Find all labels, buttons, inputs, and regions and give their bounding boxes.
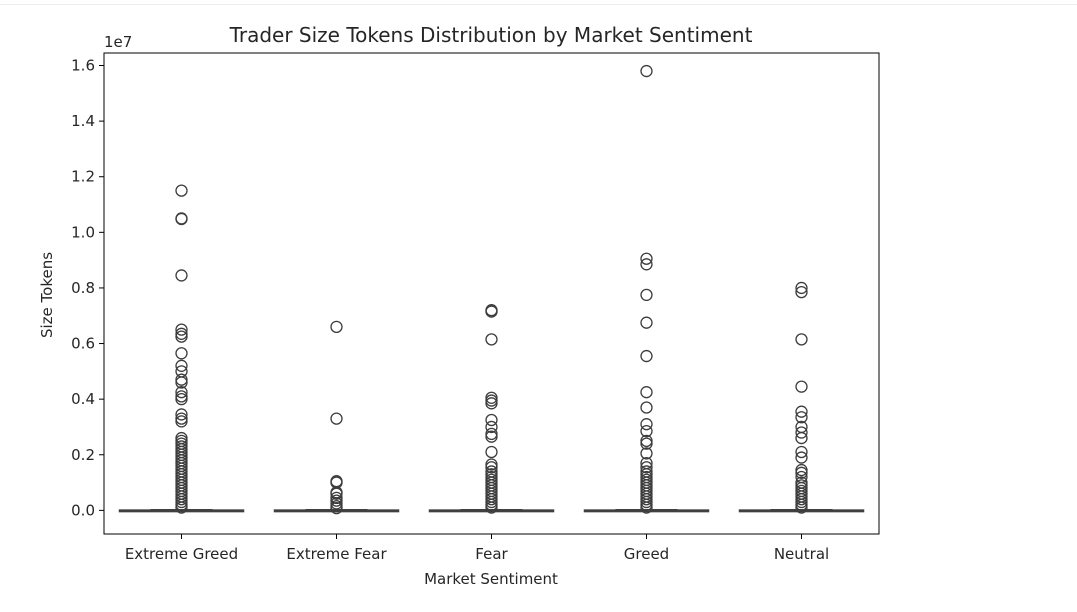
x-tick-label: Greed xyxy=(624,545,669,563)
y-tick-label: 1.4 xyxy=(71,112,95,130)
outlier-point xyxy=(175,493,188,506)
outlier-point xyxy=(795,451,808,464)
outlier-point xyxy=(795,405,808,418)
outlier-point xyxy=(640,64,653,78)
y-tick-label: 0.2 xyxy=(71,446,95,464)
outlier-point xyxy=(175,359,188,372)
outlier-point xyxy=(795,426,808,439)
outlier-point xyxy=(175,495,188,509)
y-axis-label: Size Tokens xyxy=(38,252,56,338)
x-axis-label: Market Sentiment xyxy=(424,570,558,588)
x-tick-label: Extreme Greed xyxy=(125,545,238,563)
outlier-point xyxy=(485,397,498,410)
y-axis-multiplier: 1e7 xyxy=(104,33,132,51)
outlier-point xyxy=(330,320,343,334)
outlier-point xyxy=(175,347,188,360)
y-tick-label: 0.6 xyxy=(71,335,95,353)
outlier-point xyxy=(175,323,188,336)
outlier-point xyxy=(640,401,653,414)
outlier-point xyxy=(175,412,188,425)
outlier-point xyxy=(330,501,343,515)
outlier-point xyxy=(795,495,808,509)
outlier-point xyxy=(485,430,498,443)
outlier-point xyxy=(175,373,188,386)
outlier-point xyxy=(485,394,498,407)
outlier-point xyxy=(795,463,808,477)
x-tick-label: Fear xyxy=(475,545,508,563)
outlier-point xyxy=(640,316,653,329)
outlier-point xyxy=(485,333,498,346)
outlier-point xyxy=(640,461,653,474)
y-tick-label: 0.0 xyxy=(71,501,95,519)
outlier-point xyxy=(330,491,343,505)
outlier-point xyxy=(485,391,498,404)
outlier-point xyxy=(485,458,498,471)
outlier-point xyxy=(640,437,653,450)
outlier-point xyxy=(485,427,498,441)
outlier-point xyxy=(795,498,808,511)
outlier-point xyxy=(175,408,188,421)
x-tick-label: Extreme Fear xyxy=(286,545,387,563)
outlier-point xyxy=(485,501,498,514)
outlier-point xyxy=(175,415,188,428)
outlier-point xyxy=(795,431,808,445)
y-tick-label: 0.4 xyxy=(71,390,95,408)
y-tick-label: 0.8 xyxy=(71,279,95,297)
outlier-point xyxy=(485,498,498,511)
outlier-point xyxy=(640,418,653,431)
outlier-point xyxy=(795,466,808,479)
y-tick-label: 1.6 xyxy=(71,57,95,75)
outlier-point xyxy=(640,495,653,509)
outlier-point xyxy=(175,330,188,343)
outlier-point xyxy=(640,493,653,506)
y-tick-label: 1.2 xyxy=(71,168,95,186)
outlier-point xyxy=(330,412,343,425)
outlier-point xyxy=(795,501,808,514)
x-tick-label: Neutral xyxy=(774,545,829,563)
outlier-point xyxy=(795,281,808,295)
outlier-point xyxy=(640,434,653,448)
outlier-point xyxy=(175,386,188,399)
notebook-top-border xyxy=(0,4,1077,5)
outlier-point xyxy=(330,487,343,500)
outlier-point xyxy=(485,461,498,474)
outlier-point xyxy=(640,501,653,514)
outlier-point xyxy=(640,258,653,271)
outlier-point xyxy=(175,184,188,197)
outlier-point xyxy=(175,501,188,514)
outlier-point xyxy=(795,493,808,506)
outlier-point xyxy=(485,495,498,509)
outlier-point xyxy=(795,285,808,299)
outlier-point xyxy=(485,493,498,506)
plot-area: 0.0 0.2 0.4 0.6 0.8 1.0 1.2 1.4 1.6 Extreme Greed… xyxy=(71,57,865,563)
outlier-point xyxy=(485,413,498,427)
outlier-point xyxy=(795,380,808,393)
y-tick-label: 1.0 xyxy=(71,223,95,241)
outlier-point xyxy=(640,288,653,302)
outlier-point xyxy=(640,498,653,511)
outlier-point xyxy=(795,333,808,346)
plot-frame xyxy=(103,52,880,535)
outlier-point xyxy=(175,390,188,403)
outlier-point xyxy=(795,445,808,459)
outlier-point xyxy=(175,498,188,511)
outlier-point xyxy=(175,212,188,226)
outlier-point xyxy=(640,386,653,399)
outlier-point xyxy=(640,424,653,438)
outlier-point xyxy=(640,349,653,363)
outlier-point xyxy=(330,497,343,510)
outlier-point xyxy=(175,269,188,282)
outlier-point xyxy=(485,420,498,434)
outlier-point xyxy=(175,393,188,406)
outlier-point xyxy=(795,411,808,424)
outlier-point xyxy=(640,252,653,265)
outlier-point xyxy=(175,327,188,340)
outlier-point xyxy=(330,494,343,507)
outlier-point xyxy=(485,305,498,318)
outlier-point xyxy=(640,447,653,460)
outlier-point xyxy=(485,445,498,459)
chart-title: Trader Size Tokens Distribution by Marke… xyxy=(229,23,753,47)
outlier-point xyxy=(175,376,188,389)
